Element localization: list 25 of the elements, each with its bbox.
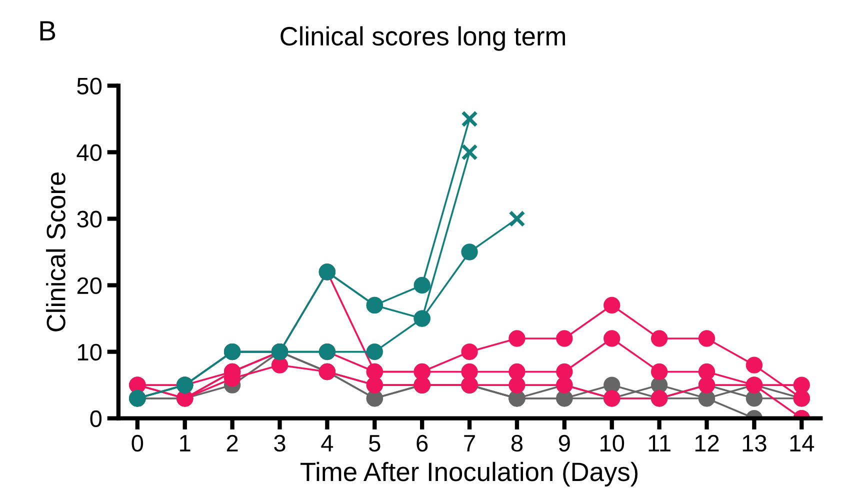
- y-axis-title: Clinical Score: [46, 172, 66, 332]
- text: B: [40, 21, 56, 40]
- x-tick-label: 3: [274, 434, 286, 452]
- y-tick-label: 0: [90, 410, 102, 428]
- x-tick-label: 1: [180, 435, 190, 452]
- x-axis-title: Time After Inoculation (Days): [300, 462, 638, 486]
- x-tick-label: 2: [226, 434, 238, 452]
- x-tick-label: 7: [464, 435, 475, 452]
- x-tick-label: 6: [416, 434, 428, 452]
- x-tick-label: 11: [648, 435, 670, 452]
- x-tick-label: 0: [132, 434, 144, 452]
- y-tick-label: 30: [77, 210, 102, 228]
- y-tick-label: 20: [77, 277, 102, 294]
- x-tick-label: 8: [511, 434, 523, 452]
- x-tick-label: 4: [321, 435, 334, 452]
- x-tick-label: 9: [558, 434, 570, 452]
- x-tick-label: 10: [600, 434, 624, 452]
- x-tick-label: 14: [790, 435, 814, 452]
- y-tick-label: 50: [77, 78, 102, 94]
- x-tick-label: 13: [742, 434, 766, 452]
- y-tick-label: 40: [76, 144, 102, 161]
- x-tick-label: 12: [695, 434, 719, 452]
- x-tick-label: 5: [369, 435, 380, 452]
- y-tick-label: 10: [78, 344, 102, 361]
- chart-title: Clinical scores long term: [280, 26, 565, 51]
